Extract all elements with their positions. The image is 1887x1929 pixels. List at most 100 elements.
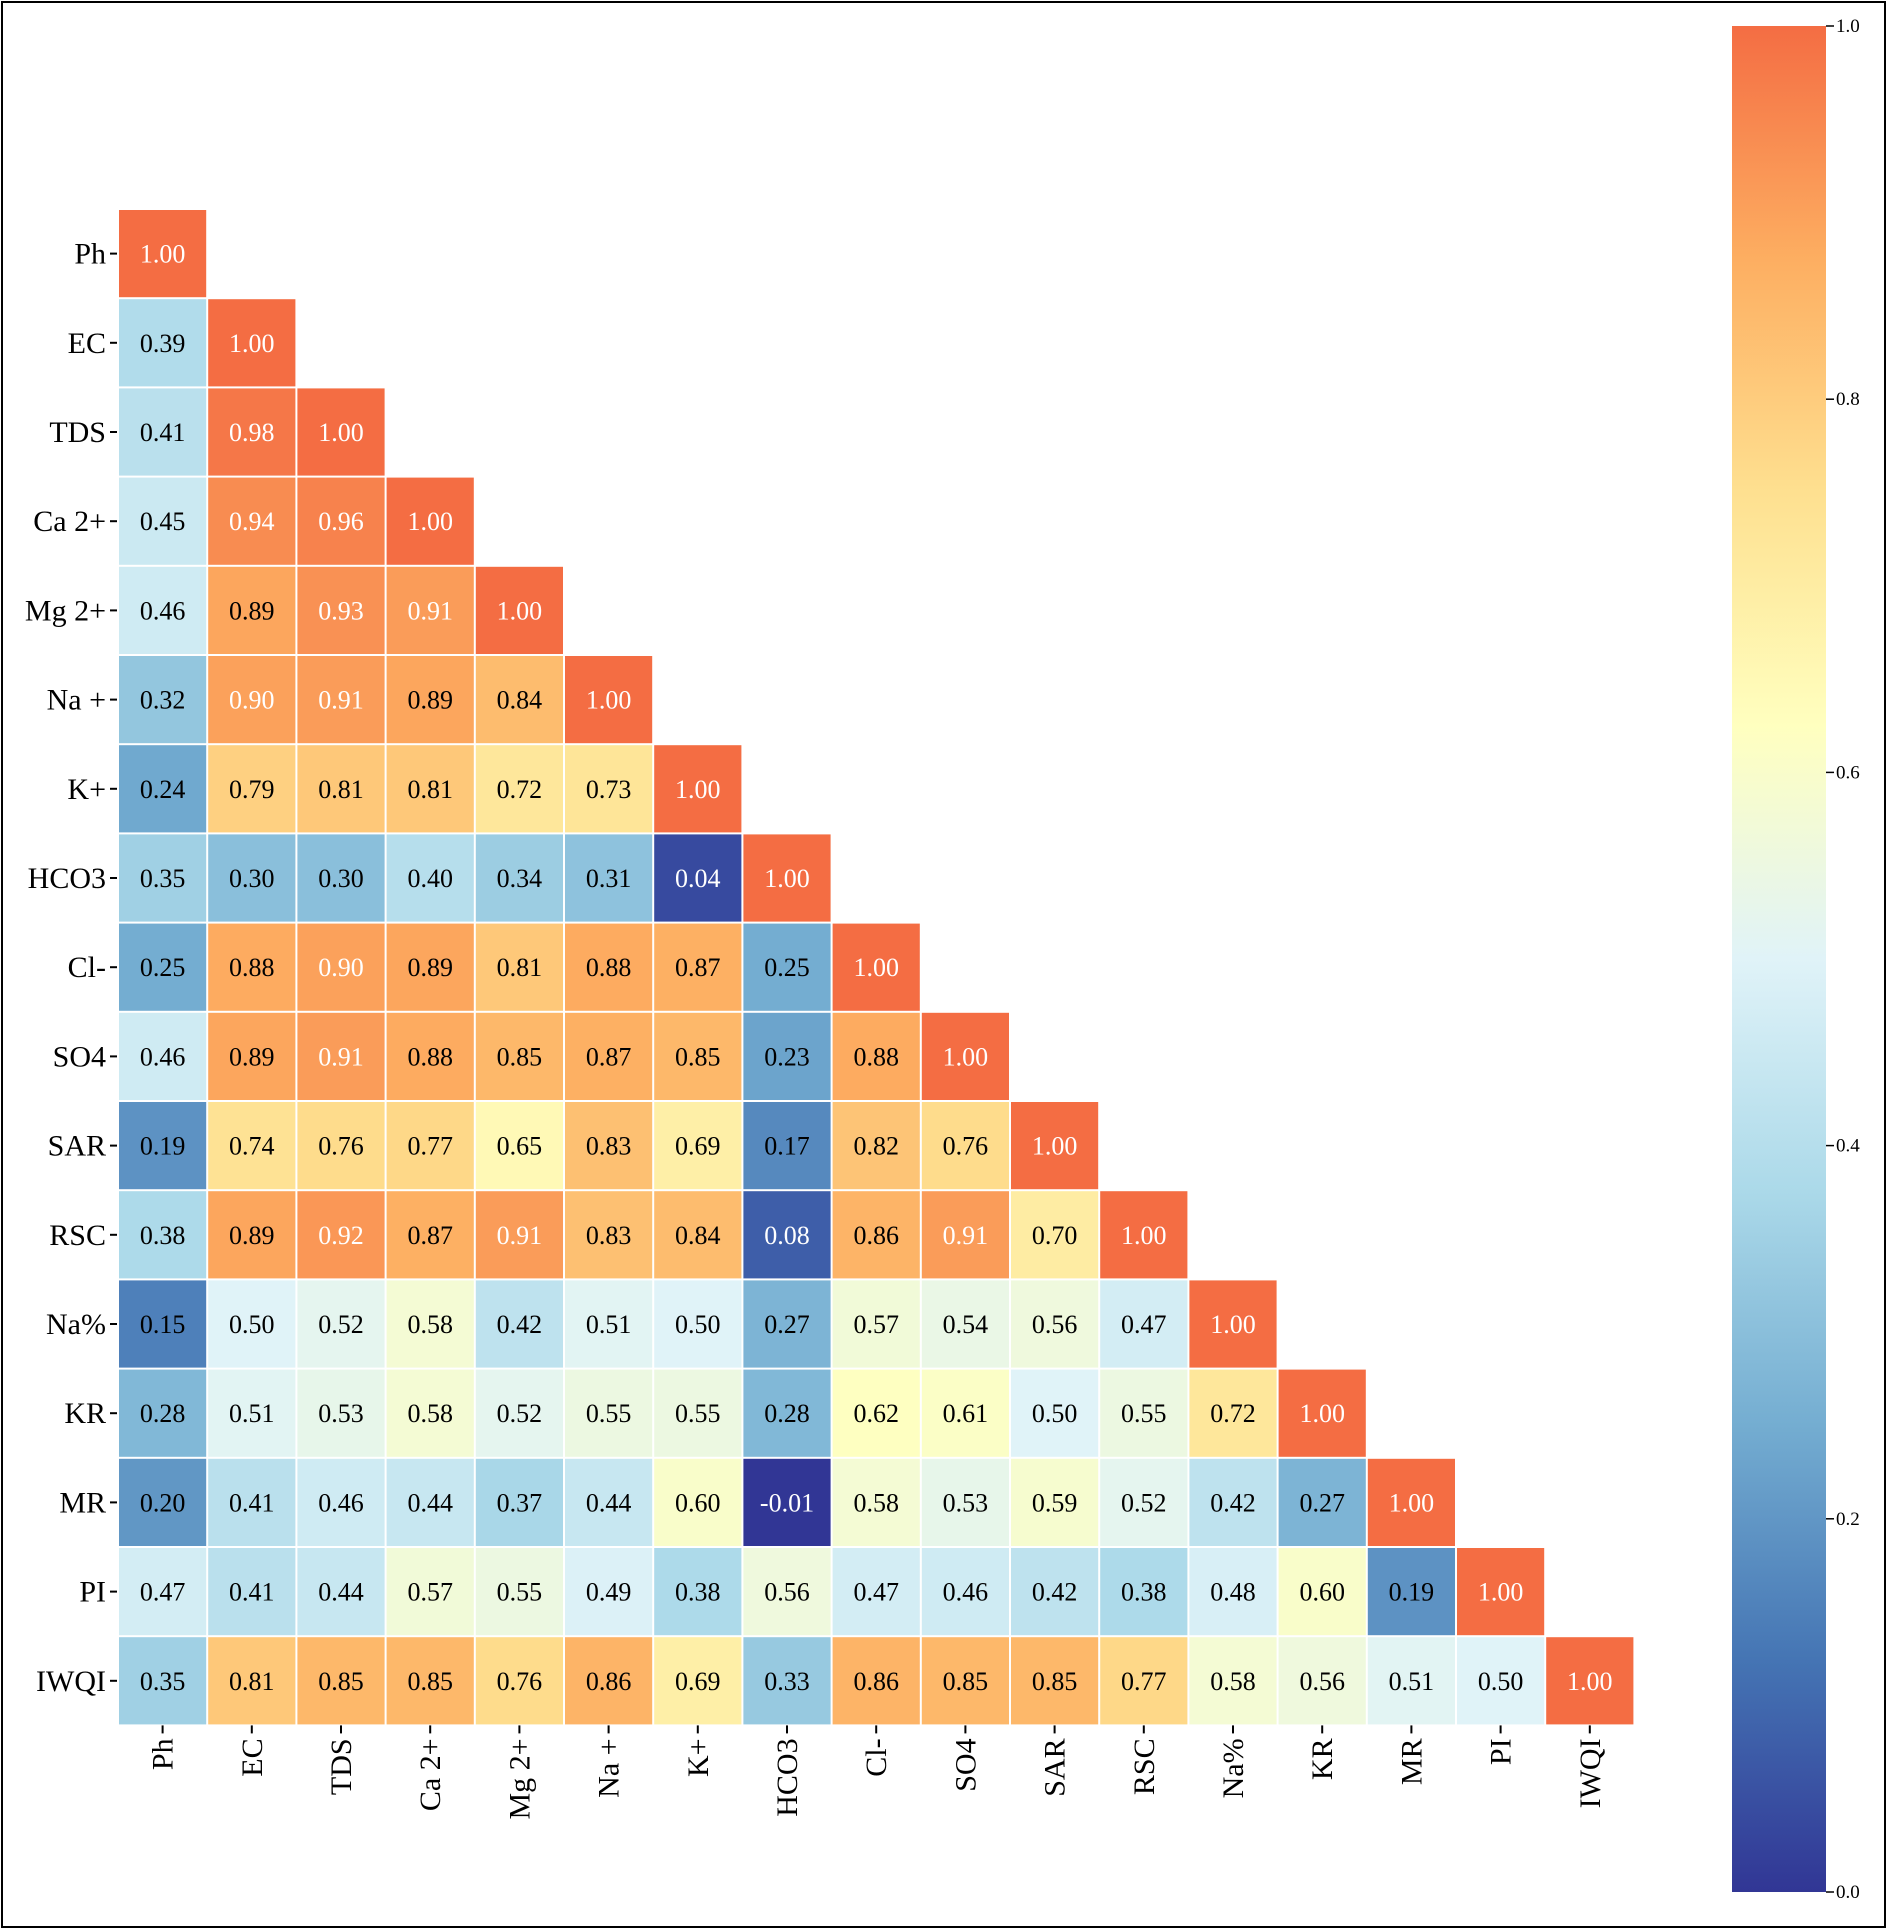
- cell-value-label: 0.53: [943, 1488, 989, 1517]
- heatmap-cell-12-11: [1100, 1280, 1188, 1368]
- cell-value-label: 0.24: [140, 775, 186, 804]
- cell-value-label: 0.88: [407, 1042, 453, 1071]
- heatmap-cell-15-2: [297, 1548, 385, 1636]
- heatmap-cell-15-11: [1100, 1548, 1188, 1636]
- heatmap-cells: 1.00 0.39 1.00 0.41 0.98 1.00 0.45 0.94 0.96 1.00…: [119, 210, 1634, 1725]
- cell-value-label: 0.85: [318, 1667, 364, 1696]
- heatmap-cell-6-2: [297, 745, 385, 833]
- cell-value-label: 0.88: [853, 1042, 899, 1071]
- heatmap-cell-10-7: [743, 1102, 831, 1190]
- cell-value-label: 0.42: [1210, 1488, 1256, 1517]
- colorbar: 0.0 0.2 0.4 0.6 0.8 1.0: [1732, 16, 1860, 1903]
- heatmap-cell-10-5: [565, 1102, 653, 1190]
- heatmap-cell-9-7: [743, 1012, 831, 1100]
- heatmap-cell-11-2: [297, 1191, 385, 1279]
- cell-value-label: 0.91: [318, 686, 364, 715]
- cell-value-label: 0.31: [586, 864, 632, 893]
- heatmap-cell-15-1: [208, 1548, 296, 1636]
- cell-value-label: 0.44: [586, 1488, 632, 1517]
- y-tick-label: IWQI: [36, 1665, 106, 1698]
- cell-value-label: 0.35: [140, 1667, 186, 1696]
- cell-value-label: 0.28: [140, 1399, 186, 1428]
- heatmap-cell-13-8: [832, 1369, 920, 1457]
- cell-value-label: 0.45: [140, 507, 186, 536]
- heatmap-cell-13-11: [1100, 1369, 1188, 1457]
- cell-value-label: 0.86: [586, 1667, 632, 1696]
- cell-value-label: 0.25: [764, 953, 810, 982]
- heatmap-cell-8-2: [297, 923, 385, 1011]
- heatmap-cell-14-5: [565, 1458, 653, 1546]
- heatmap-cell-3-2: [297, 477, 385, 565]
- heatmap-cell-11-6: [654, 1191, 742, 1279]
- cell-value-label: 1.00: [497, 596, 543, 625]
- cell-value-label: 0.40: [407, 864, 453, 893]
- heatmap-cell-13-2: [297, 1369, 385, 1457]
- heatmap-cell-14-1: [208, 1458, 296, 1546]
- heatmap-cell-14-3: [386, 1458, 474, 1546]
- heatmap-cell-6-5: [565, 745, 653, 833]
- cell-value-label: 0.56: [1299, 1667, 1345, 1696]
- heatmap-cell-7-1: [208, 834, 296, 922]
- cell-value-label: 0.33: [764, 1667, 810, 1696]
- x-tick-label: Ph: [147, 1738, 180, 1770]
- heatmap-cell-13-6: [654, 1369, 742, 1457]
- cell-value-label: 1.00: [140, 240, 186, 269]
- cell-value-label: 1.00: [1478, 1578, 1524, 1607]
- heatmap-cell-14-9: [921, 1458, 1009, 1546]
- cell-value-label: 1.00: [675, 775, 721, 804]
- heatmap-cell-13-4: [475, 1369, 563, 1457]
- x-tick-label: SAR: [1039, 1738, 1072, 1796]
- heatmap-cell-2-2: [297, 388, 385, 476]
- cell-value-label: 0.44: [318, 1578, 364, 1607]
- heatmap-cell-16-12: [1189, 1637, 1277, 1725]
- heatmap-cell-14-12: [1189, 1458, 1277, 1546]
- heatmap-cell-9-3: [386, 1012, 474, 1100]
- cell-value-label: -0.01: [760, 1488, 814, 1517]
- cell-value-label: 0.69: [675, 1132, 721, 1161]
- cell-value-label: 0.35: [140, 864, 186, 893]
- cell-value-label: 0.87: [675, 953, 721, 982]
- heatmap-cell-11-1: [208, 1191, 296, 1279]
- y-tick-label: Na%: [46, 1308, 106, 1341]
- heatmap-cell-11-7: [743, 1191, 831, 1279]
- y-tick-label: MR: [59, 1486, 106, 1519]
- heatmap-cell-7-6: [654, 834, 742, 922]
- cell-value-label: 0.89: [407, 953, 453, 982]
- heatmap-cell-12-6: [654, 1280, 742, 1368]
- heatmap-cell-4-4: [475, 566, 563, 654]
- heatmap-cell-15-3: [386, 1548, 474, 1636]
- cell-value-label: 0.47: [853, 1578, 899, 1607]
- heatmap-cell-16-1: [208, 1637, 296, 1725]
- cell-value-label: 0.41: [140, 418, 186, 447]
- heatmap-cell-11-3: [386, 1191, 474, 1279]
- heatmap-cell-4-0: [119, 566, 207, 654]
- heatmap-cell-11-0: [119, 1191, 207, 1279]
- y-tick-label: PI: [79, 1576, 106, 1609]
- cell-value-label: 0.58: [407, 1310, 453, 1339]
- heatmap-cell-10-3: [386, 1102, 474, 1190]
- colorbar-tick-label: 0.2: [1836, 1509, 1860, 1530]
- cell-value-label: 0.82: [853, 1132, 899, 1161]
- cell-value-label: 0.58: [1210, 1667, 1256, 1696]
- heatmap-cell-10-4: [475, 1102, 563, 1190]
- cell-value-label: 1.00: [1567, 1667, 1613, 1696]
- cell-value-label: 0.56: [764, 1578, 810, 1607]
- heatmap-cell-15-0: [119, 1548, 207, 1636]
- cell-value-label: 0.23: [764, 1042, 810, 1071]
- heatmap-cell-10-0: [119, 1102, 207, 1190]
- x-tick-label: IWQI: [1574, 1738, 1607, 1808]
- cell-value-label: 0.42: [497, 1310, 543, 1339]
- cell-value-label: 0.72: [497, 775, 543, 804]
- cell-value-label: 1.00: [853, 953, 899, 982]
- cell-value-label: 0.76: [943, 1132, 989, 1161]
- heatmap-cell-7-5: [565, 834, 653, 922]
- heatmap-cell-15-8: [832, 1548, 920, 1636]
- heatmap-cell-12-4: [475, 1280, 563, 1368]
- colorbar-gradient: [1732, 26, 1826, 1892]
- cell-value-label: 0.60: [1299, 1578, 1345, 1607]
- x-tick-label: KR: [1306, 1738, 1339, 1780]
- heatmap-cell-16-15: [1457, 1637, 1545, 1725]
- cell-value-label: 0.08: [764, 1221, 810, 1250]
- heatmap-cell-9-9: [921, 1012, 1009, 1100]
